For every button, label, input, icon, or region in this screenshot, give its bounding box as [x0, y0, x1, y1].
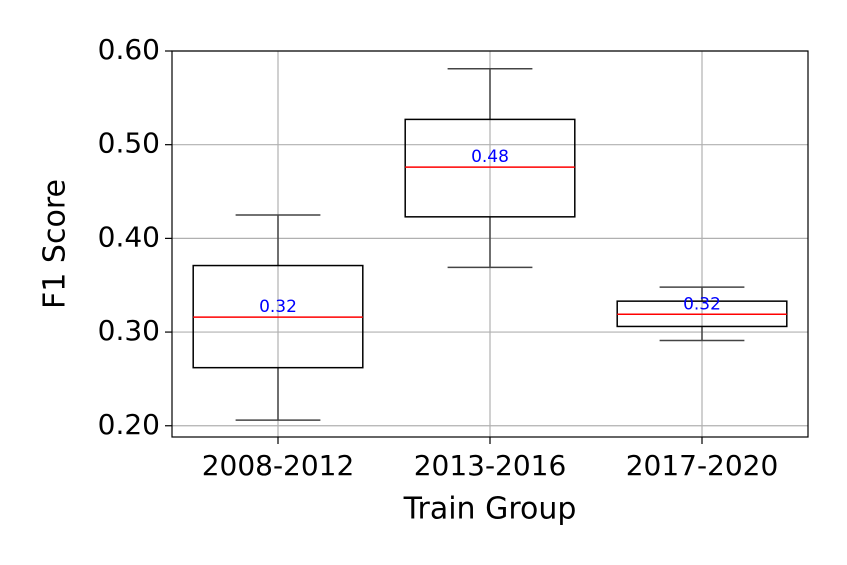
median-label: 0.48 [471, 147, 509, 167]
x-tick-label: 2017-2020 [626, 449, 779, 482]
x-axis-label: Train Group [403, 492, 577, 527]
plot-frame [171, 50, 809, 438]
y-tick-label: 0.60 [98, 33, 160, 66]
y-tick-label: 0.40 [98, 220, 160, 253]
x-tick-label: 2008-2012 [202, 449, 355, 482]
y-tick-label: 0.30 [98, 314, 160, 347]
y-axis-label: F1 Score [38, 179, 73, 309]
median-label: 0.32 [683, 294, 721, 314]
y-tick-label: 0.50 [98, 127, 160, 160]
x-tick-label: 2013-2016 [414, 449, 567, 482]
y-tick-label: 0.20 [98, 408, 160, 441]
box [404, 118, 576, 218]
median-label: 0.32 [259, 297, 297, 317]
